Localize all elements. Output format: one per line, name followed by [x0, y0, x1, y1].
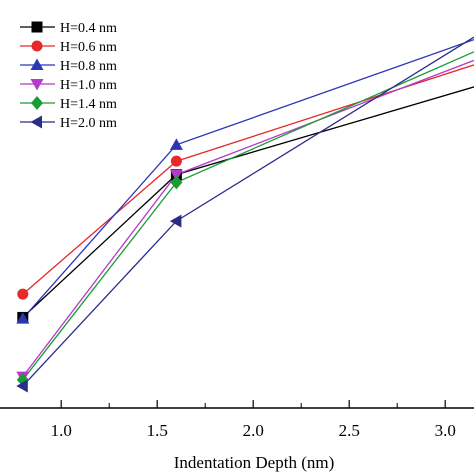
- legend-marker: [31, 40, 43, 52]
- data-point-2-2: [170, 155, 182, 167]
- legend-label: H=0.6 nm: [60, 40, 117, 55]
- x-tick-label: 1.0: [51, 421, 72, 440]
- data-point-4-2: [169, 169, 183, 182]
- legend-label: H=0.4 nm: [60, 21, 117, 36]
- x-tick-label: 1.5: [147, 421, 168, 440]
- data-point-3-1: [16, 312, 30, 324]
- legend-marker: [31, 21, 43, 33]
- legend-label: H=0.8 nm: [60, 59, 117, 74]
- plot-markers: [16, 138, 183, 393]
- legend: H=0.4 nm H=0.6 nm H=0.8 nm H=1.0 nm H=1.4 nm…: [20, 21, 117, 131]
- data-point-6-1: [16, 379, 28, 393]
- legend-marker: [30, 115, 42, 129]
- data-point-2-1: [17, 288, 29, 300]
- x-tick-label: 2.0: [243, 421, 264, 440]
- legend-marker: [30, 79, 44, 91]
- x-tick-label: 2.5: [339, 421, 360, 440]
- legend-label: H=2.0 nm: [60, 116, 117, 131]
- legend-label: H=1.0 nm: [60, 78, 117, 93]
- x-axis-label: Indentation Depth (nm): [174, 453, 335, 472]
- data-point-3-2: [169, 138, 183, 150]
- x-ticks: 1.0 1.5 2.0 2.5 3.0: [51, 400, 456, 440]
- legend-marker: [31, 96, 43, 110]
- x-tick-label: 3.0: [435, 421, 456, 440]
- data-point-6-2: [169, 214, 182, 228]
- legend-marker: [30, 58, 44, 70]
- data-point-5-2: [170, 175, 183, 190]
- legend-label: H=1.4 nm: [60, 97, 117, 112]
